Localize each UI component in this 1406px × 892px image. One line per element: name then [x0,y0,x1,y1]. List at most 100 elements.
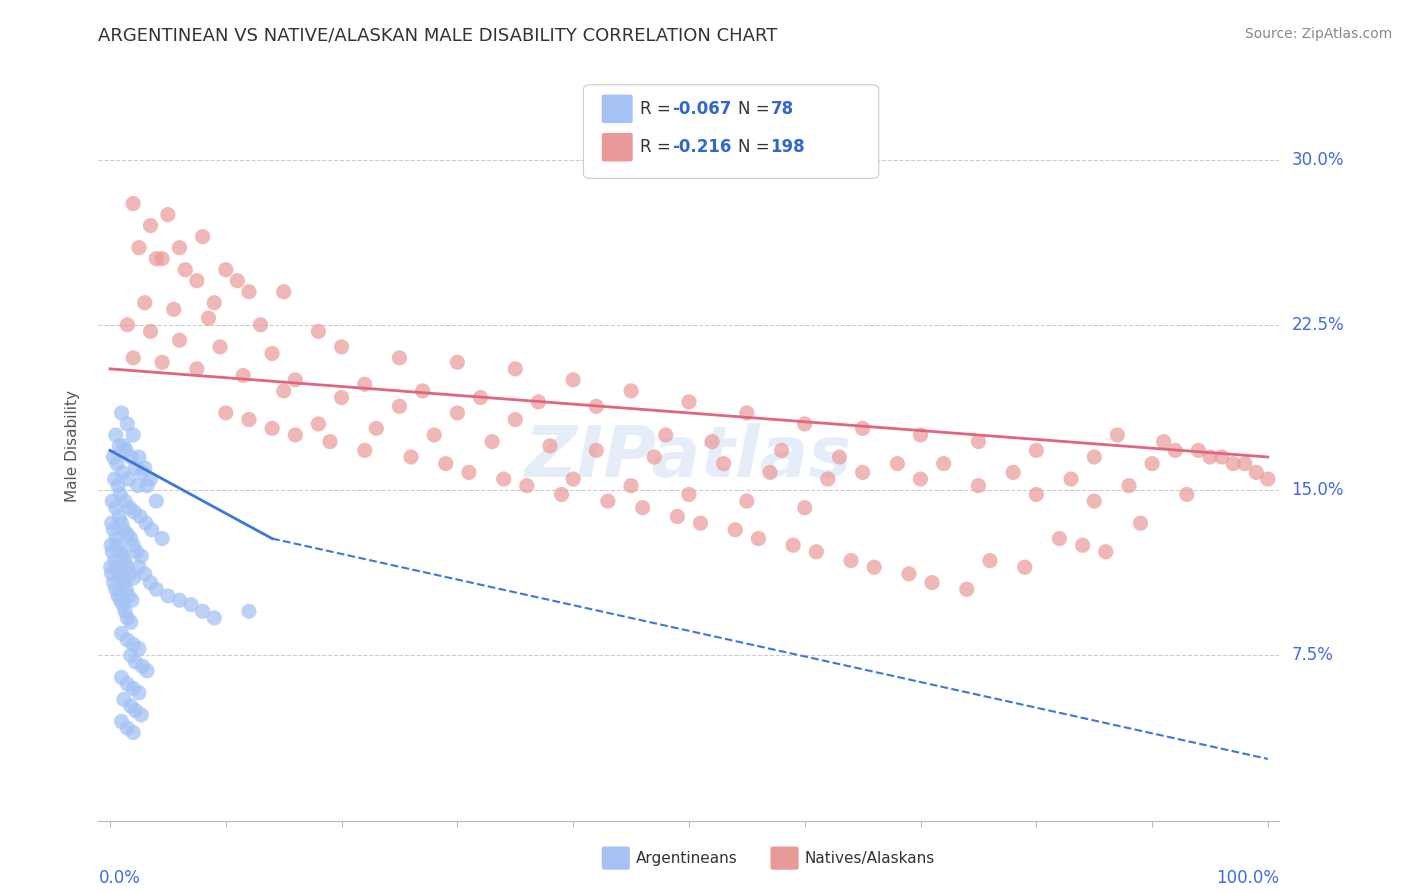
Point [215,262,238,277]
Point [110,516,132,530]
Point [666,509,689,524]
Point [412,384,434,398]
Point [967,478,990,492]
Point [169,593,191,607]
Point [117,721,139,735]
Point [232,368,254,383]
Point [503,412,526,426]
Point [202,611,225,625]
Text: ZIPatlas: ZIPatlas [526,423,852,491]
Point [110,571,132,585]
Point [107,589,129,603]
Point [110,626,132,640]
Point [492,472,515,486]
Point [399,450,422,464]
Point [967,434,990,449]
Point [117,472,139,486]
Point [127,478,149,492]
Point [1049,532,1071,546]
Point [117,632,139,647]
Text: 100.0%: 100.0% [1216,869,1279,888]
Point [186,362,208,376]
Point [117,318,139,332]
Point [114,553,136,567]
Point [122,725,145,739]
Point [104,582,127,597]
Point [979,553,1001,567]
Text: -0.216: -0.216 [672,138,731,156]
Text: 0.0%: 0.0% [98,869,141,888]
Point [139,575,162,590]
Point [136,478,159,492]
Point [103,450,125,464]
Point [388,351,411,365]
Point [330,391,353,405]
Point [1107,428,1129,442]
Point [1199,450,1222,464]
Point [117,677,139,691]
Point [538,439,561,453]
Point [117,589,139,603]
Point [643,450,665,464]
Point [1233,457,1256,471]
Point [129,509,152,524]
Point [112,575,135,590]
Point [108,439,131,453]
Point [1246,466,1268,480]
Point [117,611,139,625]
Point [817,472,839,486]
Point [423,428,446,442]
Point [121,593,143,607]
Point [169,333,191,347]
Point [1071,538,1094,552]
Point [117,417,139,431]
Point [110,545,132,559]
Point [125,545,148,559]
Point [110,487,132,501]
Point [226,274,249,288]
Point [136,664,159,678]
Point [156,589,179,603]
Point [122,681,145,696]
Point [135,516,157,530]
Point [100,560,122,574]
Point [458,466,481,480]
Point [139,219,162,233]
Point [131,659,153,673]
Point [120,699,142,714]
Point [238,412,260,426]
Point [747,532,769,546]
Point [770,443,793,458]
Point [307,325,329,339]
Point [120,532,142,546]
Point [111,466,134,480]
Point [134,566,156,581]
Point [145,494,167,508]
Point [735,494,758,508]
Point [104,472,127,486]
Text: Argentineans: Argentineans [636,851,737,865]
Point [585,443,607,458]
Point [353,443,375,458]
Point [150,252,173,266]
Point [852,421,875,435]
Point [124,703,146,717]
Point [1083,450,1105,464]
Point [550,487,572,501]
Point [145,252,167,266]
Point [238,285,260,299]
Point [105,560,128,574]
Point [932,457,955,471]
Point [111,598,134,612]
Point [117,527,139,541]
Point [1164,443,1187,458]
Point [1025,443,1047,458]
Point [107,478,129,492]
Point [1257,472,1279,486]
Point [793,417,815,431]
Point [117,560,139,574]
Point [128,686,150,700]
Point [620,478,643,492]
Point [910,472,932,486]
Point [134,461,156,475]
